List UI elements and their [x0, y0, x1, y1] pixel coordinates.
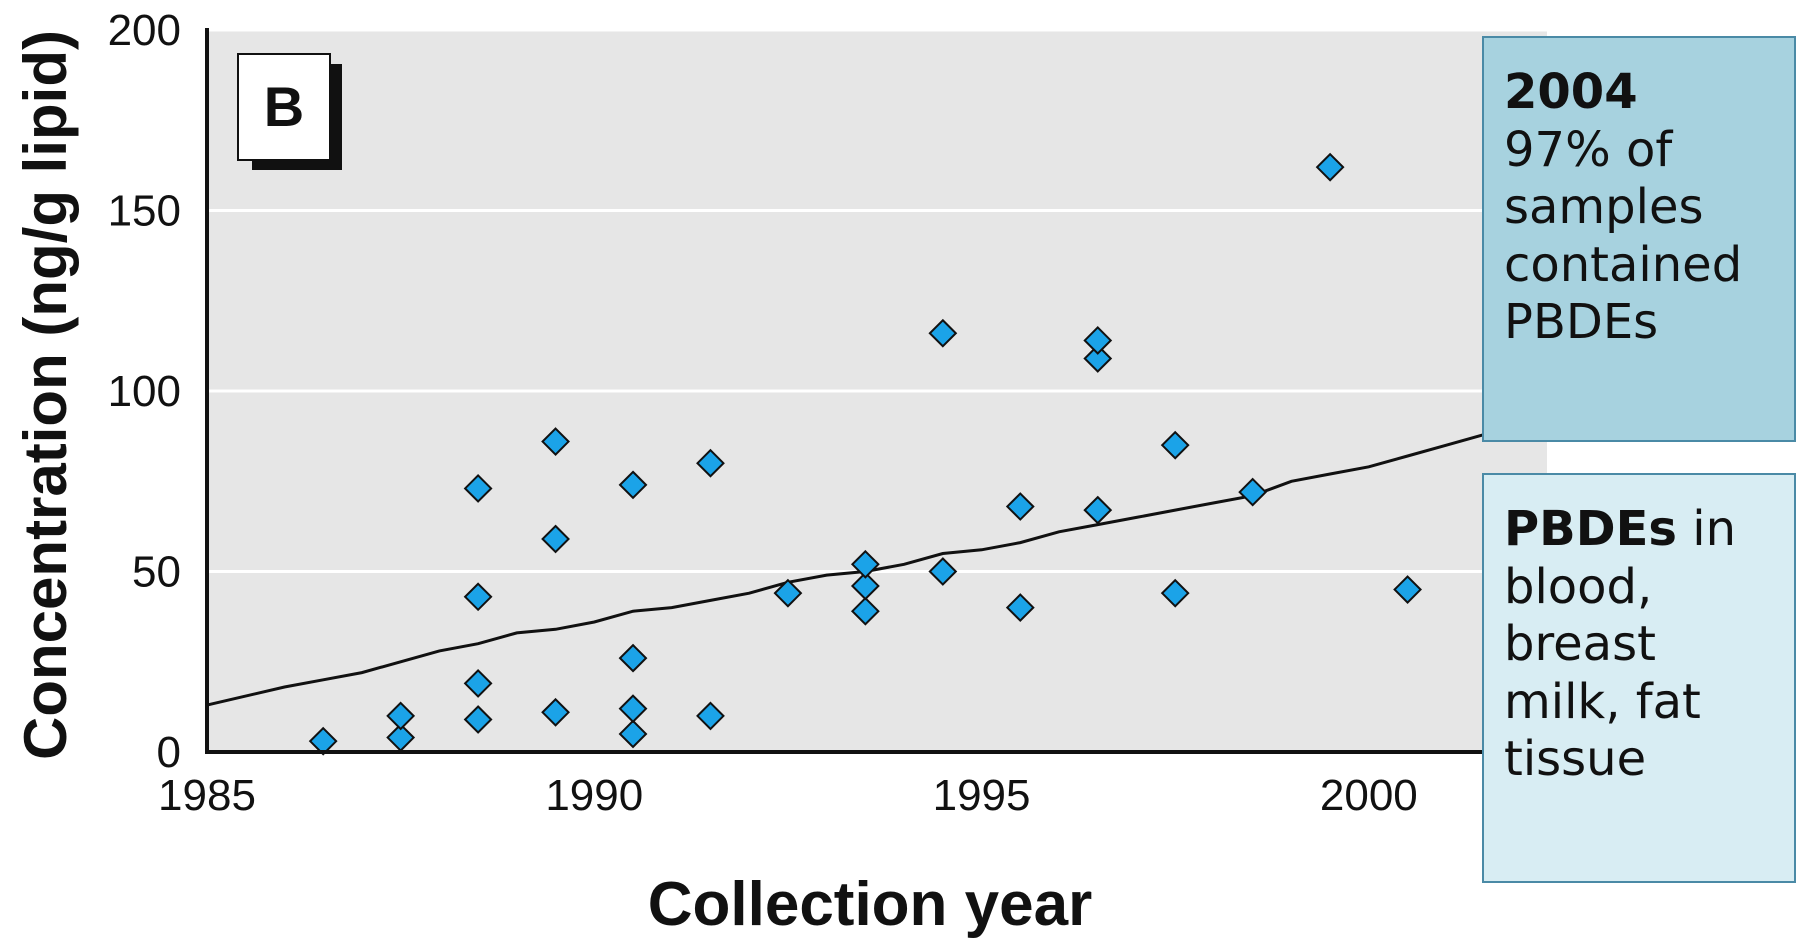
data-point [1238, 477, 1268, 507]
data-point [696, 448, 725, 478]
callout-pbde-line: in [1676, 501, 1736, 557]
data-point [541, 427, 570, 456]
callout-pbde-sources: PBDEs in blood, breast milk, fat tissue [1482, 473, 1796, 883]
data-point [618, 643, 648, 673]
data-point [386, 701, 416, 731]
data-point [1083, 344, 1113, 373]
callout-pbde-line: blood, [1504, 558, 1653, 615]
data-point [1393, 575, 1422, 604]
data-point [928, 318, 958, 348]
data-point [308, 726, 338, 756]
y-tick-label: 100 [108, 367, 181, 416]
data-point [1160, 430, 1190, 460]
data-point [850, 596, 880, 626]
callout-pbde-line: tissue [1504, 731, 1647, 788]
y-axis-title: Concentration (ng/g lipid) [12, 30, 79, 760]
data-point [1005, 593, 1035, 623]
data-point [1315, 152, 1345, 182]
data-point [618, 694, 648, 724]
data-point [541, 697, 570, 727]
y-tick-label: 0 [157, 728, 181, 777]
y-tick-label: 200 [108, 6, 181, 55]
callout-pbde-line: breast [1504, 616, 1656, 673]
y-tick-label: 150 [108, 187, 181, 236]
x-axis-title: Collection year [648, 870, 1092, 939]
data-point [541, 524, 570, 554]
data-point [1005, 492, 1035, 521]
x-tick-label: 1990 [545, 771, 643, 820]
x-tick-label: 2000 [1320, 771, 1418, 820]
data-point [850, 549, 880, 579]
data-point [618, 470, 648, 500]
data-point [463, 474, 493, 503]
data-point [1160, 578, 1190, 608]
callout-2004-line: 97% of [1504, 121, 1673, 178]
x-tick-label: 1995 [933, 771, 1031, 820]
callout-2004: 2004 97% of samples contained PBDEs [1482, 36, 1796, 442]
callout-2004-line: PBDEs [1504, 294, 1659, 351]
callout-2004-line: contained [1504, 236, 1743, 293]
callout-pbde-line: milk, fat [1504, 673, 1701, 730]
panel-label: B [264, 75, 304, 138]
data-point [928, 557, 958, 586]
data-point [463, 582, 493, 612]
data-point [1083, 326, 1113, 355]
panel-label-box: B [237, 53, 342, 170]
data-point [618, 719, 648, 749]
callout-pbde-bold: PBDEs [1504, 501, 1677, 557]
data-point [696, 701, 725, 731]
y-tick-label: 50 [132, 548, 181, 597]
x-tick-label: 1985 [158, 771, 256, 820]
data-point [463, 705, 493, 734]
data-point [773, 578, 803, 608]
data-point [463, 668, 493, 698]
callout-2004-line: samples [1504, 179, 1704, 236]
data-point [1083, 495, 1113, 525]
data-point [850, 571, 880, 601]
callout-2004-heading: 2004 [1504, 64, 1638, 120]
